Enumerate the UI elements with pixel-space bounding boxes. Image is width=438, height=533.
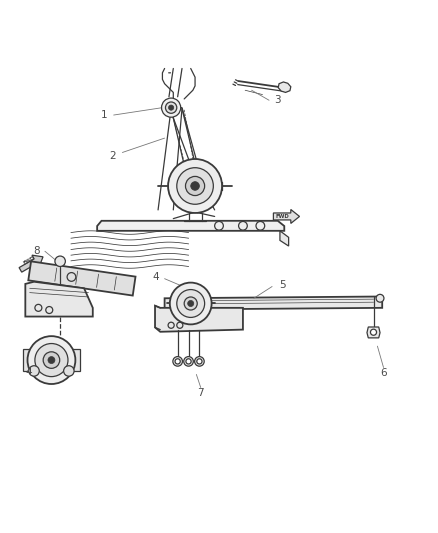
Polygon shape [165, 296, 382, 310]
Circle shape [168, 159, 222, 213]
Text: 1: 1 [100, 110, 107, 120]
Circle shape [187, 301, 194, 306]
Polygon shape [280, 231, 289, 246]
Circle shape [191, 182, 199, 190]
Polygon shape [28, 261, 135, 296]
Polygon shape [23, 349, 80, 371]
Circle shape [166, 102, 177, 114]
Circle shape [177, 289, 205, 318]
Polygon shape [273, 209, 300, 223]
Circle shape [64, 366, 74, 376]
Text: 4: 4 [25, 367, 32, 377]
Circle shape [29, 366, 39, 376]
Circle shape [162, 98, 181, 117]
Polygon shape [97, 221, 284, 231]
Polygon shape [155, 305, 243, 332]
Text: 3: 3 [275, 95, 281, 105]
Circle shape [177, 168, 213, 204]
Circle shape [43, 352, 60, 368]
Polygon shape [19, 255, 43, 272]
Circle shape [184, 357, 193, 366]
Polygon shape [25, 282, 93, 317]
Text: 5: 5 [279, 280, 286, 290]
Circle shape [169, 105, 174, 110]
Circle shape [170, 282, 212, 325]
Text: 2: 2 [109, 150, 116, 160]
Circle shape [55, 256, 65, 266]
Circle shape [185, 176, 205, 196]
Text: 4: 4 [152, 272, 159, 282]
Circle shape [184, 297, 197, 310]
Polygon shape [278, 82, 291, 92]
Circle shape [376, 294, 384, 302]
Circle shape [28, 336, 75, 384]
Text: FWD: FWD [23, 255, 36, 266]
Circle shape [35, 344, 68, 377]
Circle shape [173, 357, 183, 366]
Polygon shape [367, 327, 380, 338]
Circle shape [175, 359, 180, 364]
Text: 8: 8 [33, 246, 39, 256]
Circle shape [371, 329, 377, 335]
Circle shape [48, 357, 55, 364]
Circle shape [197, 359, 202, 364]
Text: FWD: FWD [276, 214, 290, 219]
Circle shape [194, 357, 204, 366]
Circle shape [186, 359, 191, 364]
Text: 7: 7 [198, 387, 204, 398]
Text: 6: 6 [380, 368, 387, 378]
